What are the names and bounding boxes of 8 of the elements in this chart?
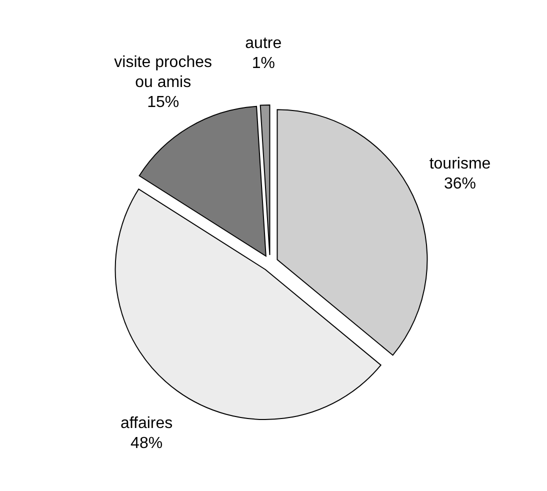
data-label: 15% [147, 94, 180, 112]
slice-label: tourisme [429, 156, 491, 173]
data-label: 48% [130, 434, 163, 452]
slice-label: visite proches ou amis [114, 54, 212, 92]
slice-label: affaires [120, 414, 173, 432]
data-label: 36% [444, 176, 476, 193]
slice-label: autre [245, 35, 282, 52]
data-label: 1% [252, 55, 275, 72]
